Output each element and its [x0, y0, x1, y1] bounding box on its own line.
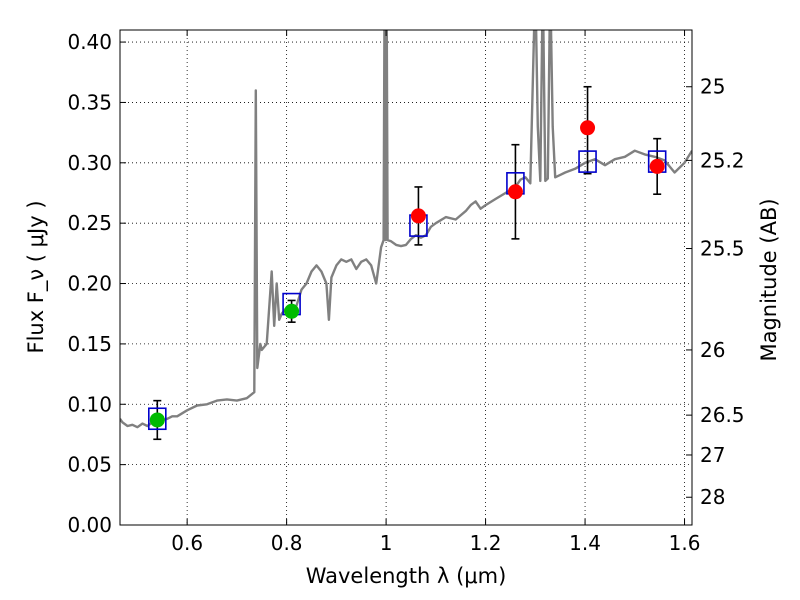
y-tick-label: 0.00: [67, 513, 112, 537]
y-tick-label: 0.15: [67, 332, 112, 356]
x-tick-label: 0.8: [271, 531, 303, 555]
x-tick-label: 0.6: [171, 531, 203, 555]
right-tick-label: 27: [700, 443, 725, 467]
plot-data-layer: [120, 30, 692, 441]
right-tick-label: 28: [700, 485, 725, 509]
x-tick-label: 1.6: [669, 531, 701, 555]
y-tick-label: 0.35: [67, 90, 112, 114]
y-axis-label: Flux F_ν ( μJy ): [24, 200, 49, 353]
y-tick-label: 0.25: [67, 211, 112, 235]
axis-ticks: [120, 30, 692, 526]
observed-point: [410, 208, 426, 224]
spectrum-line: [120, 30, 692, 429]
y-tick-label: 0.40: [67, 30, 112, 54]
x-tick-label: 1: [380, 531, 393, 555]
observed-point: [149, 412, 165, 428]
right-tick-label: 25.5: [700, 237, 745, 261]
y-tick-label: 0.05: [67, 453, 112, 477]
axis-tick-labels: 0.6 0.8 1 1.2 1.4 1.6 0.00 0.05 0.10 0.15 0.20 0.25…: [67, 30, 744, 555]
x-axis-label: Wavelength λ (μm): [306, 564, 507, 588]
plot-frame: [119, 29, 693, 526]
observed-point: [284, 303, 300, 319]
x-tick-label: 1.2: [470, 531, 502, 555]
right-tick-label: 26: [700, 338, 725, 362]
right-tick-label: 25.2: [700, 148, 745, 172]
model-photometry-square: [578, 150, 597, 173]
right-tick-label: 25: [700, 75, 725, 99]
observed-point: [507, 184, 523, 200]
y-tick-label: 0.20: [67, 272, 112, 296]
model-photometry-square: [148, 407, 167, 431]
observed-point: [580, 120, 596, 136]
right-axis-label: Magnitude (AB): [757, 198, 781, 361]
x-tick-label: 1.4: [569, 531, 601, 555]
right-tick-label: 26.5: [700, 403, 745, 427]
observed-point: [649, 158, 665, 174]
y-tick-label: 0.10: [67, 392, 112, 416]
y-tick-label: 0.30: [67, 151, 112, 175]
